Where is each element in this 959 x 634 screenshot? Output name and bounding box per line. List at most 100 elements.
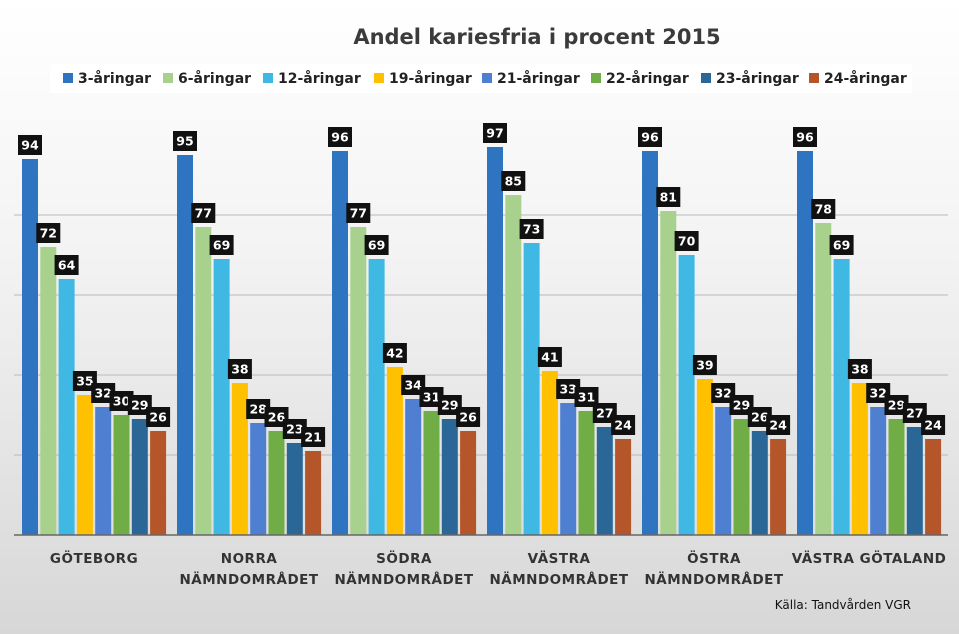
bar bbox=[678, 255, 695, 535]
bar bbox=[925, 439, 942, 535]
data-label: 77 bbox=[350, 206, 367, 221]
data-label-box bbox=[674, 231, 699, 251]
legend-label: 24-åringar bbox=[824, 70, 907, 87]
data-label: 29 bbox=[733, 398, 750, 413]
data-label: 31 bbox=[578, 390, 595, 405]
legend-swatch bbox=[701, 73, 711, 83]
bar bbox=[58, 279, 75, 535]
legend-label: 19-åringar bbox=[389, 70, 472, 87]
bar bbox=[368, 259, 385, 535]
bar bbox=[332, 151, 348, 535]
data-label: 35 bbox=[76, 374, 93, 389]
data-label: 26 bbox=[268, 410, 286, 425]
data-label-box bbox=[921, 415, 946, 435]
data-label: 29 bbox=[888, 398, 905, 413]
data-label-box bbox=[483, 123, 507, 143]
bar bbox=[751, 431, 768, 535]
data-label: 96 bbox=[641, 130, 659, 145]
data-label: 27 bbox=[596, 406, 613, 421]
data-label-box bbox=[766, 415, 791, 435]
data-label: 69 bbox=[368, 238, 385, 253]
data-label-box bbox=[902, 403, 927, 423]
data-label-box bbox=[173, 131, 197, 151]
data-label: 64 bbox=[58, 258, 76, 273]
category-label: VÄSTRA bbox=[528, 550, 591, 567]
legend: 3-åringar 6-åringar 12-åringar 19-åringar 21… bbox=[63, 70, 907, 87]
data-label-box bbox=[884, 395, 909, 415]
legend-label: 21-åringar bbox=[497, 70, 580, 87]
data-label-box bbox=[656, 187, 681, 207]
category-label: SÖDRA bbox=[376, 549, 432, 567]
data-label: 32 bbox=[714, 386, 731, 401]
data-label: 96 bbox=[331, 130, 349, 145]
source-note: Källa: Tandvården VGR bbox=[775, 598, 911, 612]
bar bbox=[733, 419, 750, 535]
data-label-box bbox=[301, 427, 326, 447]
legend-swatch bbox=[163, 73, 173, 83]
bar bbox=[350, 227, 367, 535]
data-label-box bbox=[72, 371, 97, 391]
data-label: 23 bbox=[286, 422, 303, 437]
bar bbox=[95, 407, 112, 535]
data-label-box bbox=[574, 387, 599, 407]
bar bbox=[541, 371, 558, 535]
data-label-box bbox=[328, 127, 352, 147]
bar bbox=[213, 259, 230, 535]
bar bbox=[660, 211, 677, 535]
bar bbox=[560, 403, 577, 535]
legend-label: 22-åringar bbox=[606, 70, 689, 87]
data-label: 94 bbox=[21, 138, 39, 153]
bars bbox=[22, 147, 942, 535]
data-label-box bbox=[109, 391, 134, 411]
data-label: 97 bbox=[486, 126, 503, 141]
data-label: 29 bbox=[131, 398, 148, 413]
data-label: 73 bbox=[523, 222, 540, 237]
data-label-box bbox=[18, 135, 42, 155]
bar bbox=[423, 411, 440, 535]
data-label: 29 bbox=[441, 398, 458, 413]
data-label: 78 bbox=[815, 202, 832, 217]
bar bbox=[888, 419, 905, 535]
category-label: NÄMNDOMRÅDET bbox=[180, 571, 319, 588]
gridlines bbox=[14, 214, 948, 456]
data-label-box bbox=[437, 395, 462, 415]
data-label-box bbox=[866, 383, 891, 403]
legend-label: 3-åringar bbox=[78, 70, 151, 87]
bar bbox=[906, 427, 923, 535]
bar bbox=[578, 411, 595, 535]
data-label: 38 bbox=[851, 362, 868, 377]
category-label: NÄMNDOMRÅDET bbox=[335, 571, 474, 588]
data-label-box bbox=[793, 127, 817, 147]
legend-swatch bbox=[482, 73, 492, 83]
bar bbox=[505, 195, 522, 535]
data-label-box bbox=[127, 395, 152, 415]
bar bbox=[250, 423, 267, 535]
data-label: 85 bbox=[505, 174, 522, 189]
data-label-box bbox=[419, 387, 444, 407]
data-label-box bbox=[747, 407, 772, 427]
data-label: 31 bbox=[423, 390, 440, 405]
legend-swatch bbox=[591, 73, 601, 83]
data-label: 21 bbox=[304, 430, 321, 445]
data-label-box bbox=[519, 219, 544, 239]
data-label-box bbox=[711, 383, 736, 403]
data-label-box bbox=[829, 235, 854, 255]
data-label-box bbox=[146, 407, 171, 427]
category-label: GÖTEBORG bbox=[50, 549, 138, 567]
data-label: 41 bbox=[541, 350, 558, 365]
data-label-box bbox=[401, 375, 426, 395]
bar bbox=[642, 151, 658, 535]
data-label: 96 bbox=[796, 130, 814, 145]
data-label: 32 bbox=[94, 386, 111, 401]
data-label-box bbox=[382, 343, 407, 363]
bar bbox=[615, 439, 632, 535]
category-label: NÄMNDOMRÅDET bbox=[490, 571, 629, 588]
data-label: 24 bbox=[924, 418, 942, 433]
data-label-box bbox=[54, 255, 79, 275]
legend-label: 23-åringar bbox=[716, 70, 799, 87]
data-label: 95 bbox=[176, 134, 193, 149]
category-label: NORRA bbox=[221, 551, 278, 567]
data-label-box bbox=[692, 355, 717, 375]
